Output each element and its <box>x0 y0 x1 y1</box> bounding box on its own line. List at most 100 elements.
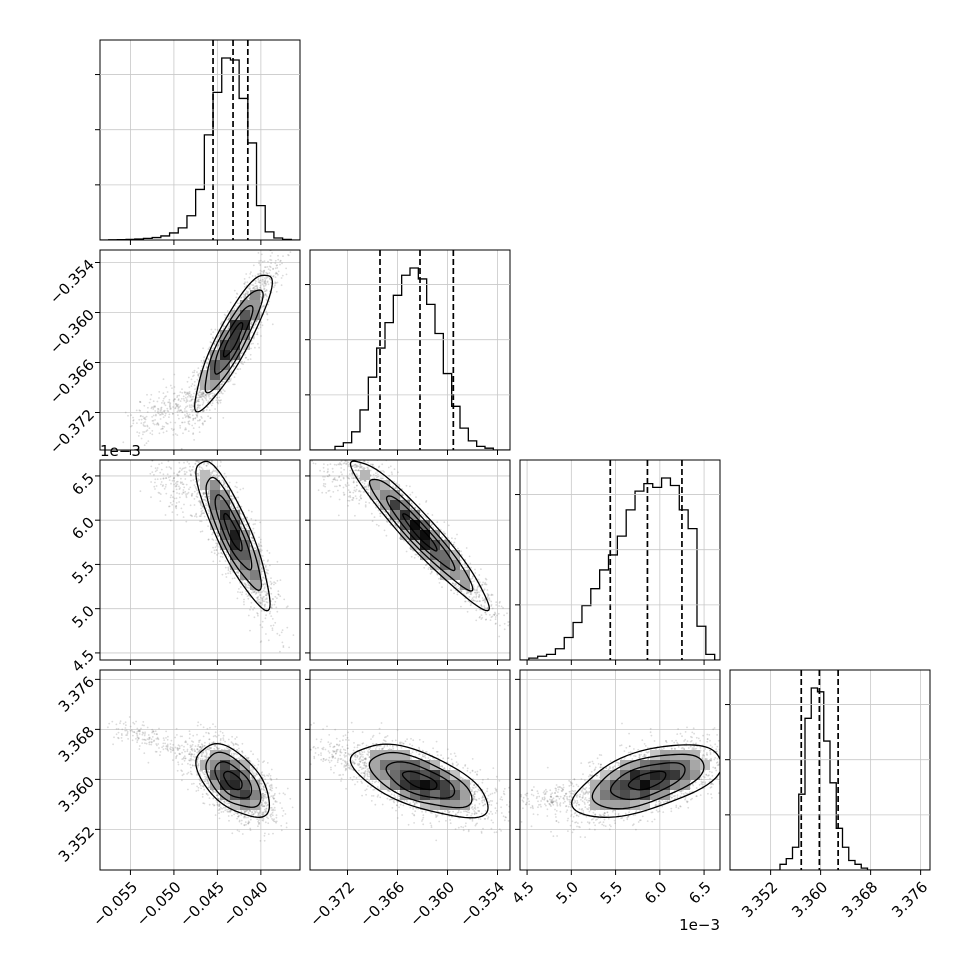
sample-point <box>271 604 273 606</box>
sample-point <box>248 276 251 279</box>
sample-point <box>220 552 223 554</box>
sample-point <box>205 519 208 521</box>
sample-point <box>276 272 278 275</box>
sample-point <box>204 394 207 397</box>
sample-point <box>215 396 218 399</box>
sample-point <box>214 328 217 331</box>
sample-point <box>247 509 250 512</box>
sample-point <box>252 527 255 530</box>
sample-point <box>203 360 205 363</box>
sample-point <box>196 496 199 499</box>
sample-point <box>264 279 267 281</box>
density-cell <box>240 300 250 310</box>
sample-point <box>139 415 142 418</box>
sample-point <box>181 411 184 413</box>
sample-point <box>223 390 226 392</box>
sample-point <box>154 406 156 408</box>
density-cell <box>230 310 240 320</box>
sample-point <box>249 608 251 611</box>
sample-point <box>249 353 252 356</box>
sample-point <box>143 444 146 447</box>
sample-point <box>230 495 233 498</box>
sample-point <box>234 362 237 365</box>
sample-point <box>259 602 262 604</box>
sample-point <box>256 287 258 290</box>
sample-point <box>201 468 204 471</box>
sample-point <box>267 303 269 306</box>
sample-point <box>198 398 200 401</box>
sample-point <box>192 417 195 420</box>
panel-background <box>100 250 300 450</box>
sample-point <box>246 292 249 295</box>
sample-point <box>236 491 239 494</box>
sample-point <box>278 634 281 637</box>
sample-point <box>265 568 268 571</box>
sample-point <box>196 412 199 415</box>
sample-point <box>264 282 267 285</box>
sample-point <box>151 420 154 422</box>
sample-point <box>189 470 192 473</box>
sample-point <box>212 470 215 473</box>
sample-point <box>290 245 292 247</box>
sample-point <box>252 337 255 340</box>
sample-point <box>259 594 262 597</box>
sample-point <box>231 504 234 507</box>
sample-point <box>140 422 143 425</box>
sample-point <box>268 265 271 268</box>
sample-point <box>274 272 277 275</box>
sample-point <box>190 406 193 408</box>
sample-point <box>201 505 204 508</box>
sample-point <box>267 572 269 575</box>
sample-point <box>188 386 191 389</box>
sample-point <box>157 408 160 411</box>
sample-point <box>181 391 184 394</box>
sample-point <box>209 393 212 395</box>
sample-point <box>139 410 142 412</box>
density-cell <box>230 320 240 330</box>
sample-point <box>139 400 141 403</box>
sample-point <box>215 539 218 541</box>
sample-point <box>165 395 167 398</box>
sample-point <box>265 271 268 274</box>
sample-point <box>178 410 181 413</box>
sample-point <box>225 475 228 478</box>
sample-point <box>172 434 175 436</box>
sample-point <box>287 254 290 257</box>
sample-point <box>164 412 167 415</box>
sample-point <box>180 397 183 400</box>
sample-point <box>241 360 243 363</box>
sample-point <box>266 318 269 321</box>
sample-point <box>202 392 205 395</box>
sample-point <box>279 260 282 263</box>
sample-point <box>246 525 249 528</box>
sample-point <box>255 285 257 287</box>
sample-point <box>224 560 227 562</box>
sample-point <box>156 411 159 414</box>
sample-point <box>292 634 295 636</box>
sample-point <box>301 195 303 197</box>
sample-point <box>185 401 188 404</box>
sample-point <box>252 539 255 542</box>
sample-point <box>166 407 169 410</box>
sample-point <box>199 454 201 456</box>
sample-point <box>264 266 266 268</box>
sample-point <box>171 387 173 389</box>
sample-point <box>202 392 205 395</box>
sample-point <box>260 567 263 570</box>
sample-point <box>154 419 157 421</box>
sample-point <box>160 406 163 409</box>
sample-point <box>256 612 259 615</box>
sample-point <box>226 486 229 488</box>
sample-point <box>265 283 268 286</box>
sample-point <box>172 400 175 402</box>
sample-point <box>210 333 213 336</box>
sample-point <box>230 361 233 364</box>
sample-point <box>198 404 201 407</box>
sample-point <box>152 422 155 425</box>
sample-point <box>130 414 133 416</box>
sample-point <box>204 495 207 498</box>
sample-point <box>247 584 250 587</box>
sample-point <box>192 405 195 407</box>
sample-point <box>174 407 177 409</box>
sample-point <box>184 466 187 469</box>
